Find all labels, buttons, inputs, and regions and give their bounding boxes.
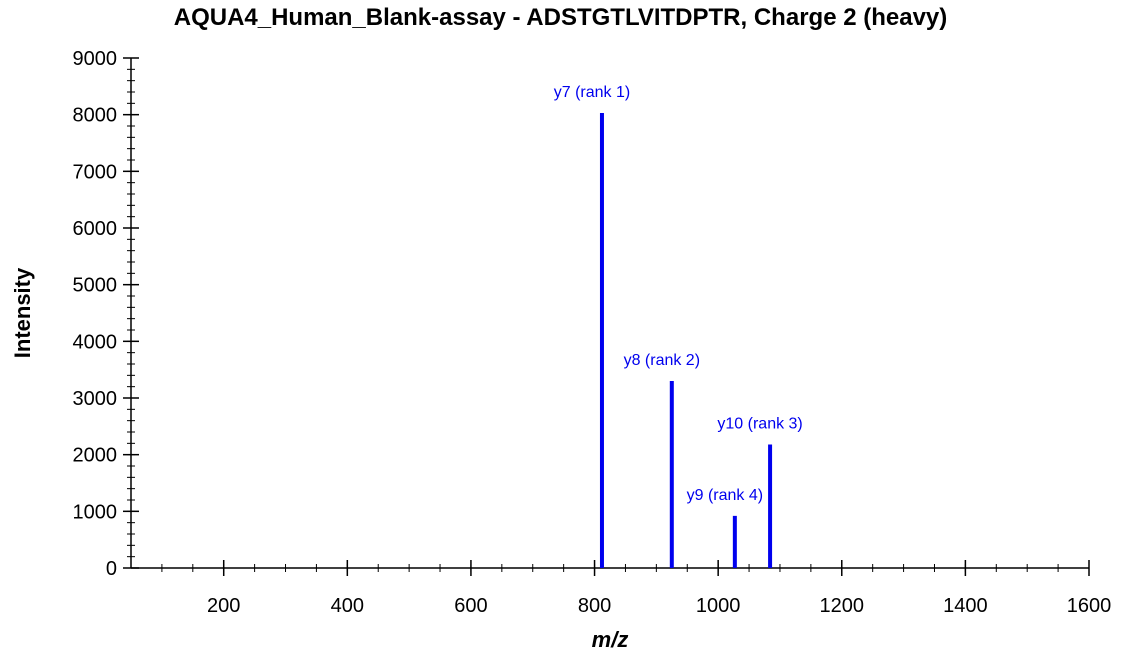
y-tick-label: 0 — [106, 558, 117, 580]
x-tick-label: 1400 — [943, 595, 988, 617]
y-tick-label: 9000 — [73, 48, 118, 70]
x-tick-label: 600 — [454, 595, 487, 617]
y-tick-label: 5000 — [73, 275, 118, 297]
chart-title: AQUA4_Human_Blank-assay - ADSTGTLVITDPTR… — [173, 4, 948, 31]
x-axis: 200 400 600 800 1000 1200 1400 1600 — [131, 560, 1111, 617]
x-tick-label: 200 — [207, 595, 240, 617]
peak-label: y8 (rank 2) — [624, 352, 700, 369]
y-tick-label: 8000 — [73, 105, 118, 127]
x-tick-label: 400 — [331, 595, 364, 617]
y-tick-label: 4000 — [73, 331, 118, 353]
peaks-layer — [599, 112, 773, 568]
x-tick-label: 1200 — [820, 595, 865, 617]
x-tick-label: 800 — [578, 595, 611, 617]
y-tick-label: 2000 — [73, 445, 118, 467]
peak-labels-layer: y7 (rank 1) y8 (rank 2) y10 (rank 3) y9 (ra… — [554, 84, 803, 504]
y-tick-label: 7000 — [73, 161, 118, 183]
peak-label: y10 (rank 3) — [717, 415, 802, 432]
x-tick-label: 1600 — [1067, 595, 1112, 617]
y-tick-label: 3000 — [73, 388, 118, 410]
x-axis-label: m/z — [592, 627, 629, 652]
peak-label: y9 (rank 4) — [687, 487, 763, 504]
y-tick-label: 6000 — [73, 218, 118, 240]
x-tick-label: 1000 — [696, 595, 741, 617]
y-tick-label: 1000 — [73, 501, 118, 523]
y-axis: 0 1000 2000 3000 4000 5000 6000 7000 8000 9000 — [73, 48, 139, 580]
y-axis-label: Intensity — [10, 267, 35, 358]
peak-label: y7 (rank 1) — [554, 84, 630, 101]
